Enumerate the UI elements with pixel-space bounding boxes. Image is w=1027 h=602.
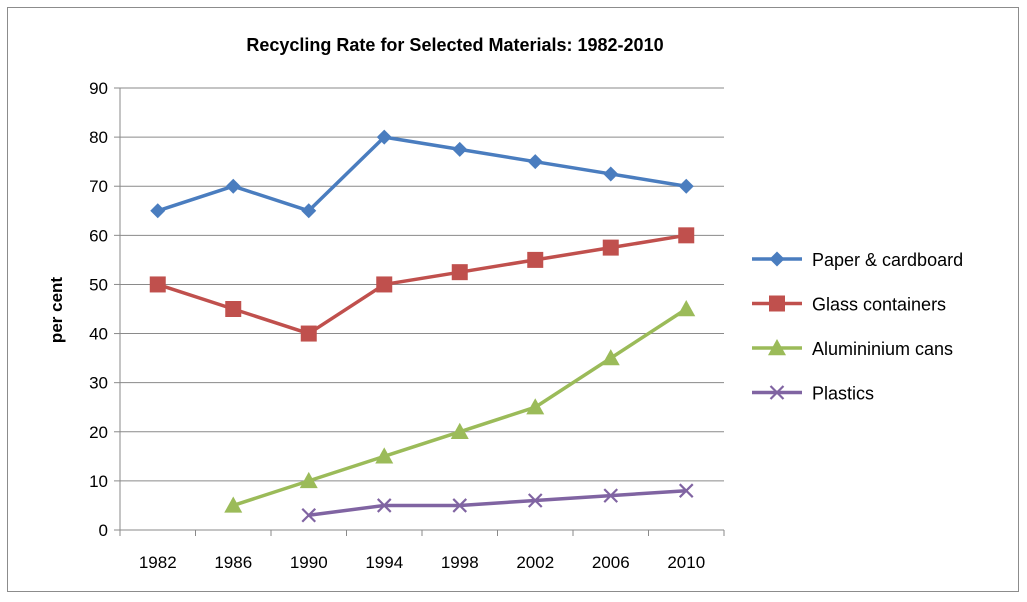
series-3 bbox=[224, 300, 696, 513]
series-layer bbox=[149, 129, 696, 523]
y-tick-label: 90 bbox=[89, 79, 108, 98]
legend-marker bbox=[769, 385, 785, 400]
data-point bbox=[376, 276, 393, 293]
y-tick-label: 20 bbox=[89, 423, 108, 442]
y-tick-label: 0 bbox=[99, 521, 108, 540]
legend-label: Paper & cardboard bbox=[812, 250, 963, 270]
legend-marker bbox=[769, 251, 785, 267]
data-point bbox=[376, 129, 392, 145]
chart-title: Recycling Rate for Selected Materials: 1… bbox=[246, 35, 663, 55]
y-tick-label: 40 bbox=[89, 325, 108, 344]
data-point bbox=[526, 398, 545, 415]
data-point bbox=[376, 498, 392, 513]
legend-marker bbox=[769, 295, 785, 312]
legend-marker bbox=[768, 339, 786, 356]
data-point bbox=[150, 203, 166, 219]
x-tick-label: 2010 bbox=[667, 553, 705, 572]
data-point bbox=[149, 276, 166, 293]
data-point bbox=[225, 301, 242, 317]
data-point bbox=[603, 488, 619, 503]
legend-item-3: Alumininium cans bbox=[752, 339, 953, 359]
data-point bbox=[678, 227, 695, 244]
x-tick-label: 2002 bbox=[516, 553, 554, 572]
series-line bbox=[307, 488, 688, 518]
x-tick-label: 2006 bbox=[592, 553, 630, 572]
data-point bbox=[225, 178, 241, 194]
series-2 bbox=[149, 227, 695, 342]
x-tick-label: 1982 bbox=[139, 553, 177, 572]
legend-label: Alumininium cans bbox=[812, 339, 953, 359]
legend-label: Plastics bbox=[812, 384, 874, 404]
gridlines bbox=[120, 87, 724, 482]
y-tick-label: 70 bbox=[89, 177, 108, 196]
data-point bbox=[527, 251, 544, 268]
data-point bbox=[300, 325, 317, 342]
data-point bbox=[451, 264, 468, 281]
data-point bbox=[678, 178, 694, 194]
series-line bbox=[156, 233, 688, 336]
legend-label: Glass containers bbox=[812, 295, 946, 315]
legend-item-2: Glass containers bbox=[752, 295, 946, 315]
legend-item-1: Paper & cardboard bbox=[752, 250, 963, 270]
y-tick-label: 30 bbox=[89, 374, 108, 393]
data-point bbox=[527, 154, 543, 170]
y-tick-label: 80 bbox=[89, 128, 108, 147]
data-point bbox=[677, 300, 696, 317]
axes: 0 10 20 30 40 50 60 70 80 90 1982 1986 1990 1994 1998 2… bbox=[89, 79, 725, 572]
data-point bbox=[527, 493, 543, 508]
data-point bbox=[452, 141, 468, 157]
legend: Paper & cardboard Glass containers Alumini… bbox=[752, 250, 963, 404]
data-point bbox=[299, 471, 318, 489]
series-4 bbox=[301, 483, 694, 523]
data-point bbox=[678, 483, 694, 498]
data-point bbox=[452, 498, 468, 513]
x-tick-label: 1994 bbox=[365, 553, 403, 572]
y-tick-label: 10 bbox=[89, 472, 108, 491]
data-point bbox=[224, 496, 243, 513]
chart-frame bbox=[7, 7, 1019, 592]
x-tick-label: 1998 bbox=[441, 553, 479, 572]
y-tick-label: 50 bbox=[89, 275, 108, 294]
x-tick-label: 1990 bbox=[290, 553, 328, 572]
legend-item-4: Plastics bbox=[752, 384, 874, 404]
data-point bbox=[450, 422, 469, 439]
data-point bbox=[603, 166, 619, 182]
data-point bbox=[301, 203, 317, 219]
y-axis-title: per cent bbox=[47, 277, 66, 343]
data-point bbox=[602, 239, 619, 256]
x-tick-label: 1986 bbox=[214, 553, 252, 572]
data-point bbox=[301, 507, 317, 523]
series-1 bbox=[150, 129, 694, 219]
y-tick-label: 60 bbox=[89, 226, 108, 245]
data-point bbox=[601, 349, 620, 366]
data-point bbox=[375, 447, 394, 464]
series-line bbox=[156, 135, 688, 213]
